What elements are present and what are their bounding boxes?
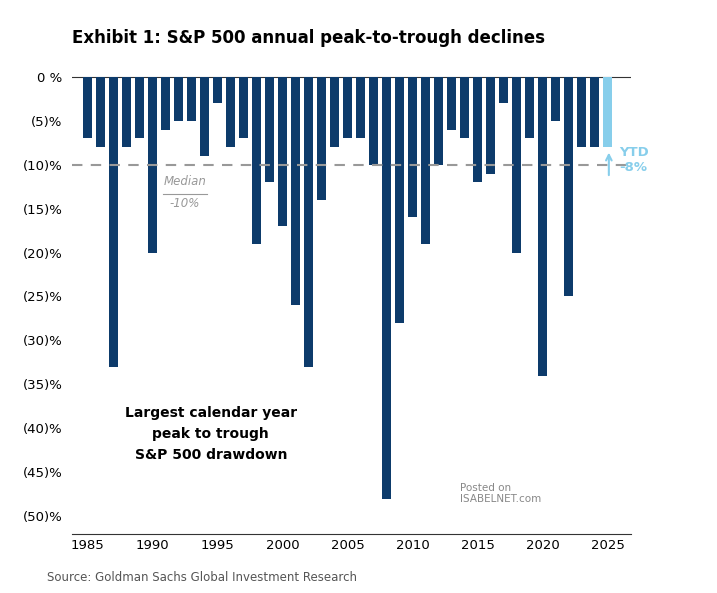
Bar <box>135 77 144 138</box>
Bar <box>395 77 404 323</box>
Text: Median: Median <box>163 176 206 188</box>
Bar <box>447 77 456 130</box>
Bar <box>421 77 430 244</box>
Bar <box>499 77 508 103</box>
Bar <box>265 77 274 182</box>
Text: Source: Goldman Sachs Global Investment Research: Source: Goldman Sachs Global Investment … <box>47 571 356 584</box>
Bar <box>408 77 417 218</box>
Bar <box>304 77 313 367</box>
Bar <box>564 77 573 296</box>
Text: Posted on
ISABELNET.com: Posted on ISABELNET.com <box>460 483 541 504</box>
Bar <box>590 77 599 147</box>
Bar <box>460 77 469 138</box>
Bar <box>226 77 235 147</box>
Bar <box>486 77 495 174</box>
Bar <box>369 77 378 165</box>
Text: YTD
-8%: YTD -8% <box>619 146 649 174</box>
Bar <box>551 77 560 121</box>
Bar <box>174 77 183 121</box>
Bar <box>213 77 222 103</box>
Bar <box>317 77 326 200</box>
Bar <box>199 77 209 156</box>
Bar <box>356 77 365 138</box>
Bar <box>148 77 157 253</box>
Bar <box>603 77 612 147</box>
Bar <box>239 77 248 138</box>
Bar <box>512 77 521 253</box>
Bar <box>82 77 92 138</box>
Bar <box>186 77 196 121</box>
Text: -10%: -10% <box>170 197 200 211</box>
Bar <box>122 77 131 147</box>
Bar <box>290 77 300 305</box>
Bar <box>277 77 287 226</box>
Text: Largest calendar year
peak to trough
S&P 500 drawdown: Largest calendar year peak to trough S&P… <box>125 406 297 461</box>
Bar <box>525 77 534 138</box>
Text: Exhibit 1: S&P 500 annual peak-to-trough declines: Exhibit 1: S&P 500 annual peak-to-trough… <box>72 28 545 47</box>
Bar <box>381 77 391 499</box>
Bar <box>109 77 118 367</box>
Bar <box>252 77 261 244</box>
Bar <box>330 77 339 147</box>
Bar <box>95 77 105 147</box>
Bar <box>538 77 547 375</box>
Bar <box>161 77 170 130</box>
Bar <box>577 77 587 147</box>
Bar <box>473 77 482 182</box>
Bar <box>343 77 352 138</box>
Bar <box>434 77 443 165</box>
